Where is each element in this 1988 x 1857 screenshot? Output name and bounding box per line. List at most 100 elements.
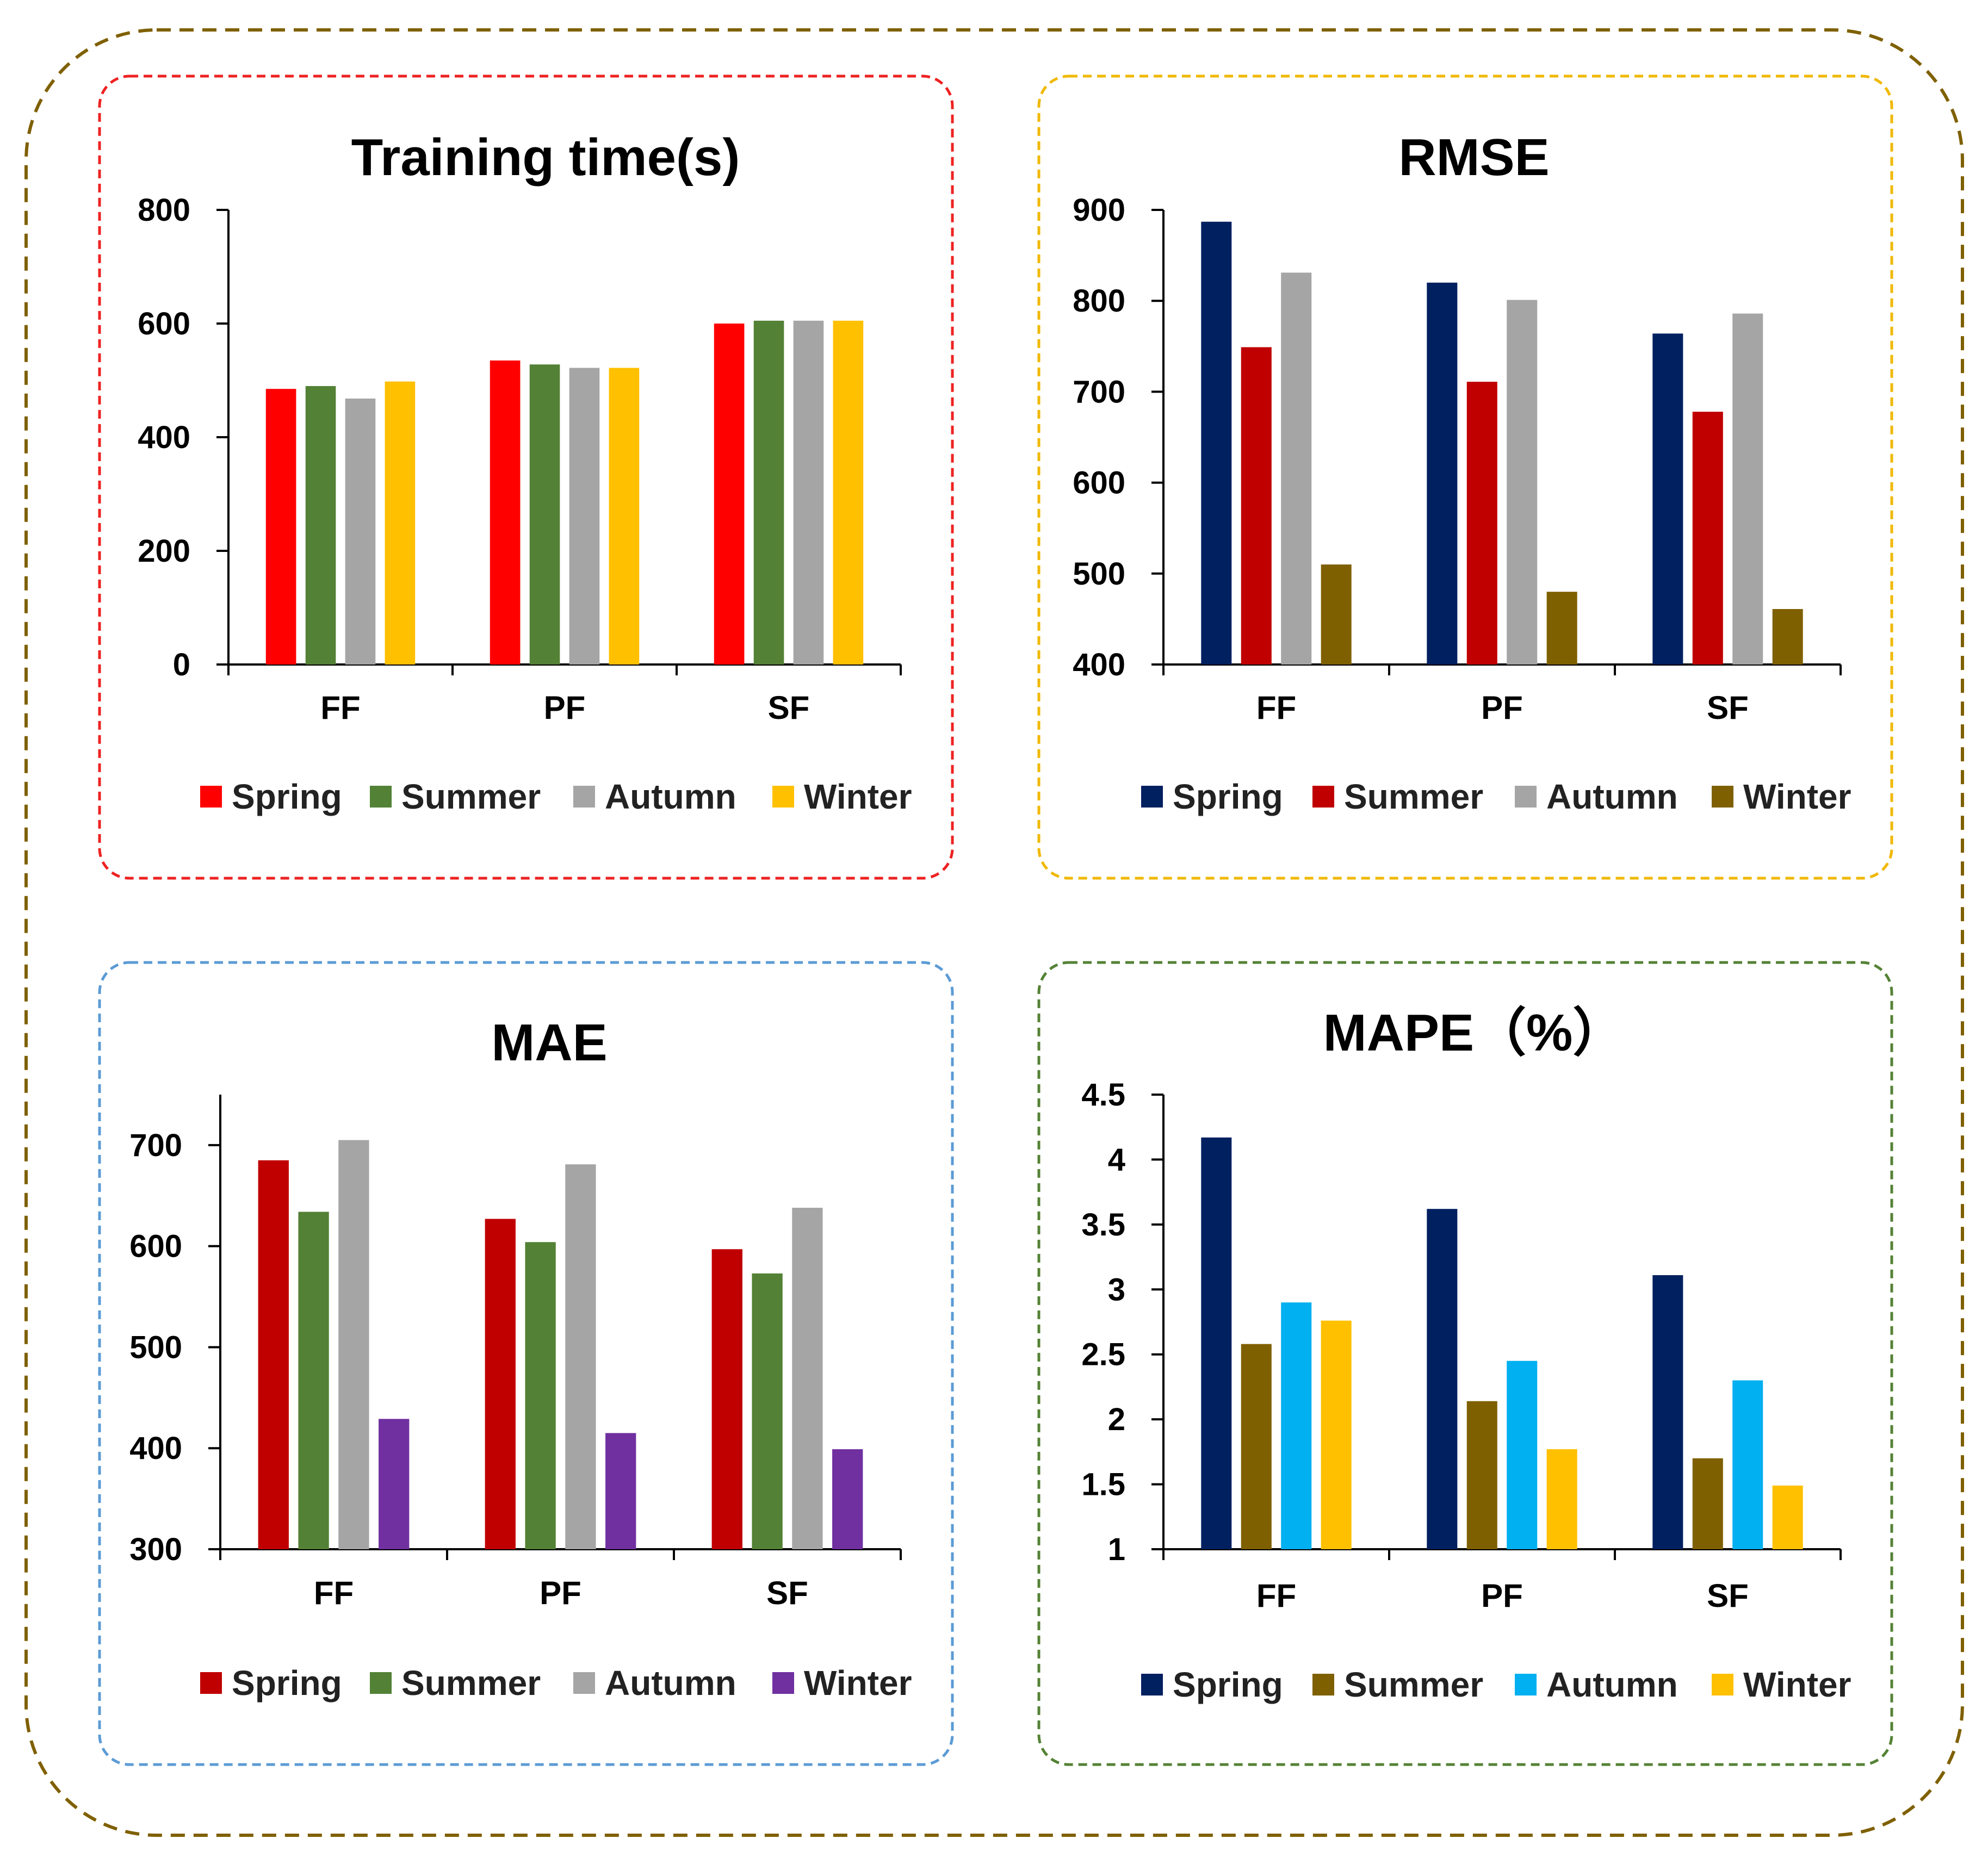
bar-autumn-ff (1281, 272, 1312, 664)
bar-summer-pf (1466, 1401, 1497, 1549)
bar-spring-sf (1652, 333, 1683, 664)
bar-spring-sf (714, 324, 745, 664)
y-tick-label: 600 (138, 306, 190, 341)
legend-swatch (370, 786, 392, 808)
legend-swatch (573, 1672, 595, 1694)
bar-autumn-sf (792, 1208, 823, 1549)
bar-spring-ff (258, 1160, 289, 1549)
y-tick-label: 0 (173, 647, 190, 682)
bar-autumn-ff (1281, 1302, 1312, 1549)
legend-swatch (370, 1672, 392, 1694)
legend-swatch (1141, 786, 1163, 808)
bar-winter-pf (1546, 592, 1577, 664)
panel-training-time: Training time(s) 0 200 400 600 800 FF PF SF Spri… (98, 74, 954, 880)
legend-swatch (1515, 786, 1537, 808)
x-category-label: SF (1707, 1577, 1749, 1614)
y-tick-label: 4.5 (1081, 1077, 1125, 1113)
y-tick-label: 700 (129, 1128, 182, 1163)
bar-spring-pf (490, 360, 521, 664)
x-category-label: FF (1256, 690, 1296, 726)
bar-spring-ff (1201, 221, 1232, 665)
bar-summer-pf (529, 364, 560, 664)
bar-summer-ff (305, 386, 336, 664)
bar-autumn-sf (1732, 1380, 1763, 1549)
bar-autumn-pf (1507, 300, 1538, 664)
x-category-label: FF (1256, 1577, 1296, 1614)
y-tick-label: 400 (138, 420, 190, 455)
legend-label: Summer (1344, 777, 1483, 816)
legend-label: Winter (804, 777, 912, 816)
legend-label: Winter (804, 1663, 912, 1703)
bar-summer-pf (525, 1242, 556, 1549)
legend-swatch (1141, 1674, 1163, 1695)
x-category-label: SF (766, 1575, 808, 1611)
outer-frame (24, 28, 1964, 1837)
y-tick-label: 600 (1073, 465, 1125, 501)
legend-swatch (772, 786, 794, 808)
bar-winter-ff (379, 1419, 410, 1549)
bar-spring-ff (265, 389, 296, 664)
panel-mae: MAE 300 400 500 600 700 FF PF SF Spring Summer Aut… (98, 961, 954, 1766)
bar-summer-ff (1241, 347, 1272, 664)
panel-frame (1037, 961, 1893, 1766)
bar-autumn-pf (565, 1164, 596, 1549)
bar-summer-sf (1692, 1458, 1723, 1549)
legend-swatch (1712, 1674, 1733, 1695)
panel-frame (98, 961, 954, 1766)
bar-winter-sf (833, 320, 864, 664)
panel-frame (98, 74, 954, 880)
x-category-label: SF (768, 690, 810, 726)
chart-title: MAE (491, 1014, 607, 1072)
legend-label: Autumn (1546, 777, 1678, 816)
bar-summer-sf (753, 320, 784, 664)
y-tick-label: 600 (129, 1229, 182, 1264)
chart-title: RMSE (1398, 128, 1549, 187)
chart-title: Training time(s) (351, 128, 740, 187)
bar-winter-ff (385, 381, 416, 664)
x-category-label: PF (1481, 1577, 1523, 1614)
legend-label: Spring (1173, 777, 1283, 816)
panel-frame (1037, 74, 1893, 880)
y-tick-label: 2 (1108, 1402, 1125, 1437)
y-tick-label: 500 (129, 1330, 182, 1365)
bar-summer-pf (1466, 382, 1497, 664)
y-tick-label: 200 (138, 533, 190, 569)
legend-label: Autumn (1546, 1665, 1678, 1704)
x-category-label: FF (314, 1575, 354, 1611)
legend-swatch (573, 786, 595, 808)
bar-spring-pf (1427, 282, 1458, 664)
legend-swatch (200, 786, 222, 808)
bar-summer-sf (1692, 412, 1723, 664)
bar-autumn-pf (569, 368, 600, 664)
y-tick-label: 500 (1073, 556, 1125, 592)
x-category-label: PF (1481, 690, 1523, 726)
x-category-label: FF (320, 690, 360, 726)
y-tick-label: 1 (1108, 1532, 1125, 1567)
y-tick-label: 1.5 (1081, 1467, 1125, 1502)
y-tick-label: 400 (1073, 647, 1125, 682)
bar-winter-ff (1321, 564, 1352, 664)
y-tick-label: 3.5 (1081, 1207, 1125, 1243)
y-tick-label: 800 (1073, 283, 1125, 319)
y-tick-label: 300 (129, 1532, 182, 1567)
legend-swatch (772, 1672, 794, 1694)
bar-autumn-ff (338, 1140, 369, 1549)
x-category-label: SF (1707, 690, 1749, 726)
legend-swatch (1312, 786, 1334, 808)
bar-winter-sf (832, 1449, 863, 1549)
bar-winter-ff (1321, 1320, 1352, 1549)
legend-swatch (1515, 1674, 1537, 1695)
bar-spring-sf (1652, 1275, 1683, 1549)
bar-autumn-sf (793, 320, 824, 664)
x-category-label: PF (540, 1575, 581, 1611)
panel-rmse: RMSE 400 500 600 700 800 900 FF PF SF Spring Summe… (1037, 74, 1893, 880)
legend-swatch (200, 1672, 222, 1694)
panel-mape: MAPE（%） 1 1.5 2 2.5 3 3.5 4 4.5 FF PF SF Spring Summ… (1037, 961, 1893, 1766)
y-tick-label: 3 (1108, 1272, 1125, 1307)
bar-autumn-pf (1507, 1361, 1538, 1549)
y-tick-label: 2.5 (1081, 1337, 1125, 1372)
bar-spring-ff (1201, 1137, 1232, 1549)
legend-label: Autumn (605, 777, 736, 816)
bar-autumn-ff (345, 398, 376, 664)
